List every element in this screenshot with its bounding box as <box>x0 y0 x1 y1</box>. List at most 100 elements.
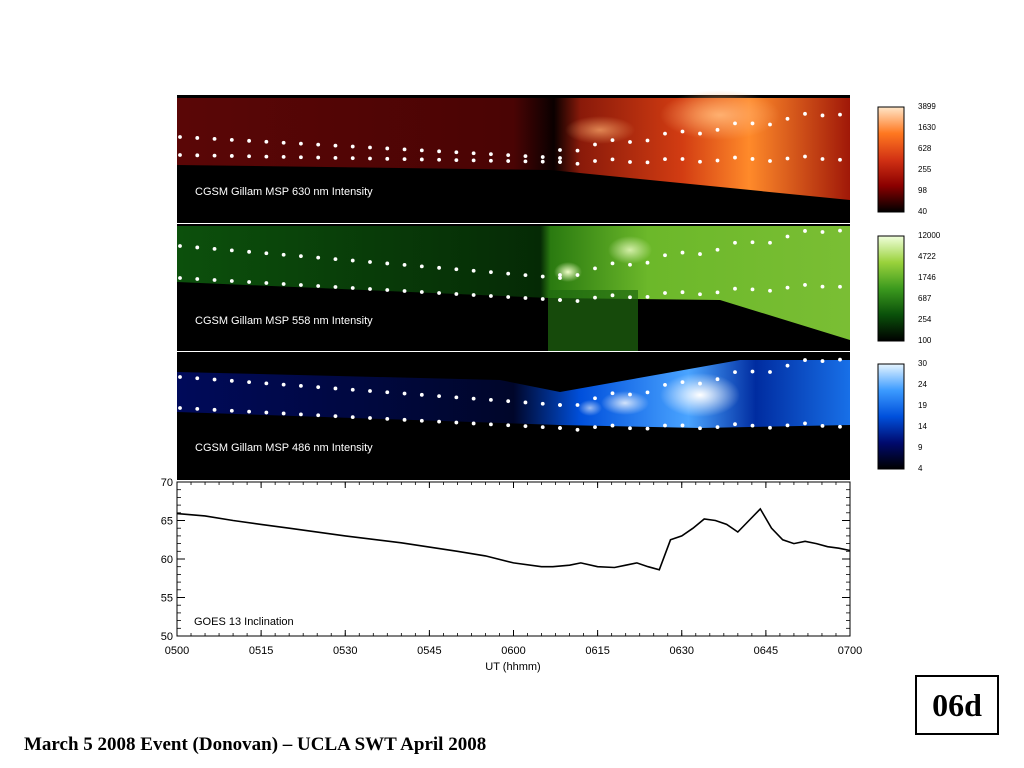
marker-dot <box>385 288 390 292</box>
marker-dot <box>575 273 580 277</box>
marker-dot <box>350 415 355 419</box>
marker-dot <box>558 403 562 407</box>
marker-dot <box>838 284 842 289</box>
colorbar-tick-label: 687 <box>918 294 932 303</box>
marker-dot <box>333 143 338 148</box>
y-tick-label: 60 <box>161 554 173 566</box>
marker-dot <box>281 140 286 145</box>
marker-dot <box>540 274 545 279</box>
colorbar-tick-label: 14 <box>918 422 927 431</box>
marker-dot <box>628 262 632 267</box>
marker-dot <box>698 131 702 136</box>
marker-dot <box>558 156 562 160</box>
msp-630-bright-patch <box>660 90 780 140</box>
marker-dot <box>803 154 807 159</box>
x-tick-label: 0615 <box>585 645 609 657</box>
marker-dot <box>489 152 493 157</box>
marker-dot <box>489 294 493 298</box>
marker-dot <box>316 155 321 160</box>
marker-dot <box>628 160 632 164</box>
marker-dot <box>610 423 615 428</box>
msp-558-emission-band <box>177 226 850 340</box>
marker-dot <box>558 148 562 152</box>
x-tick-label: 0600 <box>501 645 525 657</box>
marker-dot <box>838 424 842 429</box>
colorbar-tick-label: 30 <box>918 359 927 368</box>
marker-dot <box>733 240 737 245</box>
marker-dot <box>610 138 615 142</box>
marker-dot <box>419 148 424 153</box>
marker-dot <box>680 157 685 161</box>
marker-dot <box>523 296 528 300</box>
marker-dot <box>229 279 234 283</box>
marker-dot <box>195 153 200 158</box>
marker-dot <box>785 234 790 239</box>
marker-dot <box>178 276 182 280</box>
marker-dot <box>820 113 825 118</box>
marker-dot <box>402 417 407 422</box>
marker-dot <box>489 158 493 163</box>
marker-dot <box>316 385 321 390</box>
marker-dot <box>333 257 338 261</box>
marker-dot <box>768 122 772 127</box>
marker-dot <box>803 229 807 233</box>
marker-dot <box>733 370 737 375</box>
marker-dot <box>212 153 217 158</box>
marker-dot <box>750 287 755 292</box>
marker-dot <box>750 157 755 161</box>
marker-dot <box>299 384 303 388</box>
marker-dot <box>820 359 825 363</box>
marker-dot <box>663 131 667 136</box>
marker-dot <box>212 377 217 382</box>
marker-dot <box>316 142 321 147</box>
line-plot-ticks: 0500 0515 0530 0545 0600 0615 0630 0645 0700 50 55… <box>161 477 862 657</box>
marker-dot <box>506 399 511 404</box>
colorbar-tick-label: 1630 <box>918 123 936 132</box>
marker-dot <box>575 403 580 407</box>
marker-dot <box>715 247 720 252</box>
marker-dot <box>264 410 269 415</box>
marker-dot <box>299 412 303 417</box>
marker-dot <box>593 396 597 401</box>
marker-dot <box>715 377 720 382</box>
marker-dot <box>733 422 737 427</box>
marker-dot <box>575 427 580 432</box>
marker-dot <box>610 261 615 266</box>
marker-dot <box>593 142 597 147</box>
msp-486-label: CGSM Gillam MSP 486 nm Intensity <box>195 442 373 454</box>
marker-dot <box>558 298 562 302</box>
marker-dot <box>402 157 407 162</box>
marker-dot <box>506 295 511 299</box>
x-tick-label: 0630 <box>670 645 694 657</box>
msp-630-bright-patch <box>565 116 635 144</box>
marker-dot <box>820 424 825 428</box>
marker-dot <box>698 292 702 297</box>
marker-dot <box>733 286 737 291</box>
marker-dot <box>178 135 182 139</box>
marker-dot <box>316 255 321 260</box>
marker-dot <box>523 159 528 164</box>
colorbar-tick-label: 4 <box>918 464 923 473</box>
colorbar-tick-label: 100 <box>918 336 932 345</box>
msp-630-panel: CGSM Gillam MSP 630 nm Intensity <box>177 90 850 223</box>
msp-486-bright-patch <box>601 391 649 415</box>
marker-dot <box>628 426 632 431</box>
marker-dot <box>229 408 234 413</box>
colorbar-tick-label: 255 <box>918 165 932 174</box>
marker-dot <box>820 230 825 234</box>
colorbar-2 <box>877 363 905 470</box>
marker-dot <box>419 418 424 423</box>
colorbars: 3899 1630 628 255 98 40 12000 4722 1746 687 254 100… <box>877 102 941 473</box>
colorbar-tick-label: 254 <box>918 315 932 324</box>
marker-dot <box>178 244 182 248</box>
marker-dot <box>698 159 702 164</box>
marker-dot <box>575 161 580 166</box>
marker-dot <box>264 154 269 159</box>
marker-dot <box>454 292 459 296</box>
marker-dot <box>698 252 702 256</box>
marker-dot <box>610 391 615 396</box>
marker-dot <box>523 424 528 429</box>
marker-dot <box>264 251 269 256</box>
marker-dot <box>680 129 685 134</box>
marker-dot <box>402 147 407 152</box>
